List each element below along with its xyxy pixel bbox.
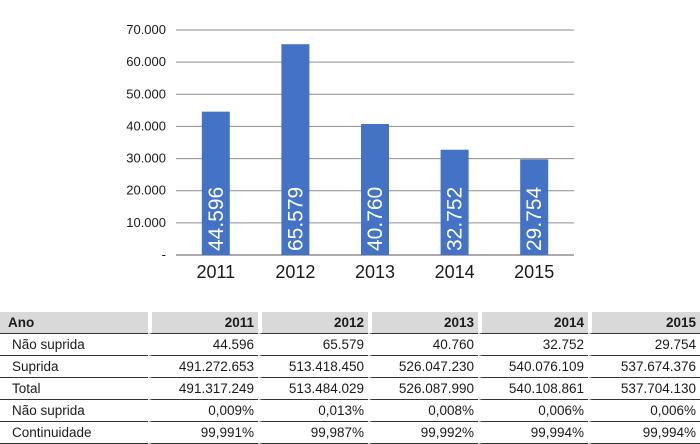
y-tick-label: 20.000 [126,183,166,198]
y-tick-label: 30.000 [126,151,166,166]
table-header-row: Ano 2011 2012 2013 2014 2015 [0,312,700,333]
header-cell: 2015 [588,312,700,333]
bar-value-label: 40.760 [364,187,387,251]
table-cell: 0,006% [588,400,700,422]
table-row: Suprida 491.272.653 513.418.450 526.047.… [0,356,700,378]
bar-value-label: 65.579 [284,187,307,251]
x-tick-label: 2013 [355,262,395,282]
header-cell: Ano [0,312,148,333]
table-cell: 491.272.653 [148,356,258,378]
y-tick-label: 10.000 [126,215,166,230]
bar-value-label: 32.752 [444,187,467,251]
bar [201,111,230,255]
header-cell: 2011 [148,312,258,333]
table-cell: 99,992% [368,422,478,444]
table-cell: 540.108.861 [478,378,588,400]
x-tick-label: 2014 [435,262,475,282]
table-cell: 491.317.249 [148,378,258,400]
table-cell: 65.579 [258,333,368,356]
table-cell: 0,013% [258,400,368,422]
bar-chart: - 10.000 20.000 30.000 40.000 50.000 60.000 70.… [126,22,574,282]
table-cell: 44.596 [148,333,258,356]
table-cell: 0,008% [368,400,478,422]
row-label: Não suprida [0,400,148,422]
table-cell: 540.076.109 [478,356,588,378]
bar [361,123,389,255]
table-row: Continuidade 99,991% 99,987% 99,992% 99,… [0,422,700,444]
header-cell: 2014 [478,312,588,333]
table-cell: 513.418.450 [258,356,368,378]
y-tick-label: 60.000 [126,54,166,69]
table-cell: 0,009% [148,400,258,422]
bar [281,44,310,255]
x-tick-label: 2012 [275,262,315,282]
y-tick-label: 70.000 [126,22,166,37]
table-cell: 99,994% [478,422,588,444]
bar-value-label: 44.596 [205,187,228,251]
y-tick-label: 40.000 [126,118,166,133]
table-cell: 32.752 [478,333,588,356]
table-row: Não suprida 44.596 65.579 40.760 32.752 … [0,333,700,356]
header-cell: 2012 [258,312,368,333]
row-label: Não suprida [0,333,148,356]
table-row: Total 491.317.249 513.484.029 526.087.99… [0,378,700,400]
table-cell: 29.754 [588,333,700,356]
y-tick-label: - [162,247,166,262]
bar [520,159,549,255]
row-label: Suprida [0,356,148,378]
table-cell: 99,991% [148,422,258,444]
table-cell: 40.760 [368,333,478,356]
row-label: Continuidade [0,422,148,444]
x-tick-label: 2011 [196,262,235,282]
table-cell: 0,006% [478,400,588,422]
table-cell: 526.087.990 [368,378,478,400]
bar [440,149,469,255]
table-row: Não suprida 0,009% 0,013% 0,008% 0,006% … [0,400,700,422]
table-cell: 513.484.029 [258,378,368,400]
table-cell: 99,987% [258,422,368,444]
header-cell: 2013 [368,312,478,333]
table-cell: 537.674.376 [588,356,700,378]
y-tick-label: 50.000 [126,86,166,101]
table-cell: 537.704.130 [588,378,700,400]
bar-value-label: 29.754 [523,186,546,251]
x-tick-label: 2015 [514,262,554,282]
table-cell: 99,994% [588,422,700,444]
row-label: Total [0,378,148,400]
data-table: Ano 2011 2012 2013 2014 2015 Não suprida… [0,312,700,444]
table-cell: 526.047.230 [368,356,478,378]
